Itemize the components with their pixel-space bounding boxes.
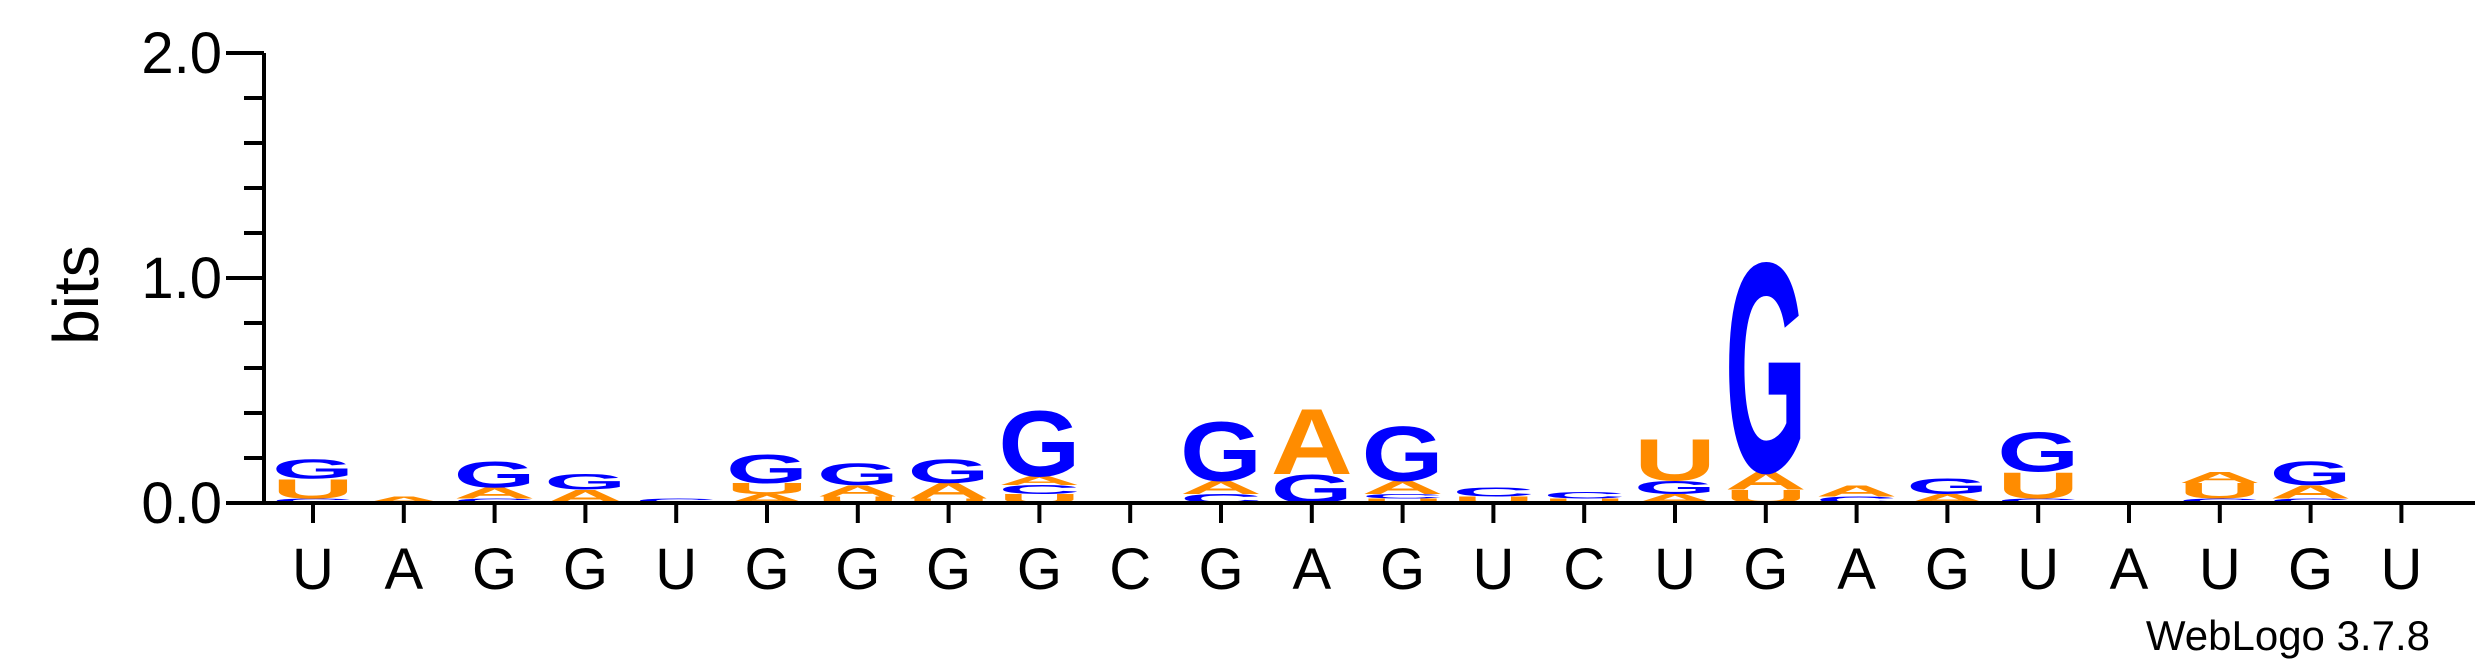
logo-glyph-g: G [817, 457, 899, 492]
logo-glyph-g: G [1997, 421, 2079, 484]
logo-glyph-a: A [363, 495, 445, 505]
y-axis-label: bits [40, 245, 112, 345]
logo-glyph-g: G [1634, 477, 1716, 498]
logo-glyph-g: G [998, 392, 1080, 496]
x-tick-label: G [563, 537, 608, 602]
weblogo-credit: WebLogo 3.7.8 [2146, 612, 2430, 659]
logo-glyph-c: C [1452, 485, 1534, 499]
logo-glyph-u: U [1997, 464, 2079, 506]
logo-glyph-c: C [2179, 497, 2261, 504]
logo-glyph-a: A [1362, 477, 1444, 498]
logo-glyph-a: A [1725, 467, 1807, 495]
logo-glyph-g: G [908, 452, 990, 491]
logo-glyph-c: C [272, 497, 354, 504]
logo-glyph-u: U [1543, 497, 1625, 504]
logo-glyph-u: U [272, 473, 354, 505]
logo-glyph-g: G [1180, 405, 1262, 499]
x-tick-label: U [1654, 537, 1696, 602]
x-tick-label: G [1743, 537, 1788, 602]
logo-glyph-u: U [1634, 427, 1716, 493]
logo-glyph-u: U [908, 497, 990, 504]
x-tick-label: A [1837, 537, 1876, 602]
logo-glyph-a: A [1180, 477, 1262, 498]
x-tick-label: G [1017, 537, 1062, 602]
logo-glyph-c: C [635, 497, 717, 504]
logo-glyph-a: A [2179, 469, 2261, 486]
logo-glyph-g: G [544, 470, 626, 494]
logo-glyph-g: G [726, 446, 808, 491]
logo-glyph-u: U [1362, 497, 1444, 504]
logo-glyph-g: G [1906, 474, 1988, 498]
x-tick-label: U [2017, 537, 2059, 602]
logo-glyph-a: A [1816, 482, 1898, 499]
x-tick-label: G [1198, 537, 1243, 602]
logo-glyph-a: A [908, 479, 990, 503]
logo-glyph-u: U [726, 480, 808, 497]
logo-glyph-c: C [998, 483, 1080, 497]
logo-glyph-c: C [1816, 495, 1898, 505]
logo-glyph-a: A [817, 482, 899, 499]
x-tick-label: G [1380, 537, 1425, 602]
x-tick-label: C [1563, 537, 1605, 602]
logo-glyph-u: U [2179, 479, 2261, 503]
x-tick-label: G [926, 537, 971, 602]
x-tick-label: G [744, 537, 789, 602]
logo-glyph-c: C [1362, 493, 1444, 500]
logo-glyph-c: C [2270, 497, 2352, 504]
x-tick-label: U [1472, 537, 1514, 602]
y-tick-label: 0.0 [141, 471, 222, 536]
y-tick-label: 1.0 [141, 246, 222, 311]
x-tick-label: G [1925, 537, 1970, 602]
logo-glyph-g: G [1725, 199, 1807, 535]
logo-glyph-a: A [998, 474, 1080, 488]
logo-glyph-g: G [2270, 454, 2352, 493]
logo-glyph-g: G [1362, 410, 1444, 498]
x-tick-label: U [2199, 537, 2241, 602]
logo-glyph-a: A [454, 485, 536, 502]
logo-glyph-c: C [1997, 497, 2079, 504]
x-tick-label: A [1292, 537, 1331, 602]
logo-glyph-a: A [2270, 482, 2352, 503]
x-tick-label: U [655, 537, 697, 602]
x-tick-label: U [292, 537, 334, 602]
axis-layer: 0.01.02.0U A G G U G G G G C G A G U C U G A G U A U G U [141, 21, 2475, 602]
x-tick-label: C [1109, 537, 1151, 602]
x-tick-label: A [2110, 537, 2149, 602]
x-tick-label: G [472, 537, 517, 602]
logo-glyph-c: C [1543, 490, 1625, 500]
logo-glyph-g: G [272, 453, 354, 484]
logo-glyph-u: U [817, 495, 899, 505]
x-tick-label: G [835, 537, 880, 602]
logo-glyph-g: G [454, 453, 536, 495]
x-tick-label: U [2380, 537, 2422, 602]
logo-glyph-u: U [1452, 495, 1534, 505]
x-tick-label: G [2288, 537, 2333, 602]
logo-glyph-c: C [454, 497, 536, 504]
x-tick-label: A [384, 537, 423, 602]
y-tick-label: 2.0 [141, 21, 222, 86]
logo-glyph-a: A [1271, 390, 1353, 494]
